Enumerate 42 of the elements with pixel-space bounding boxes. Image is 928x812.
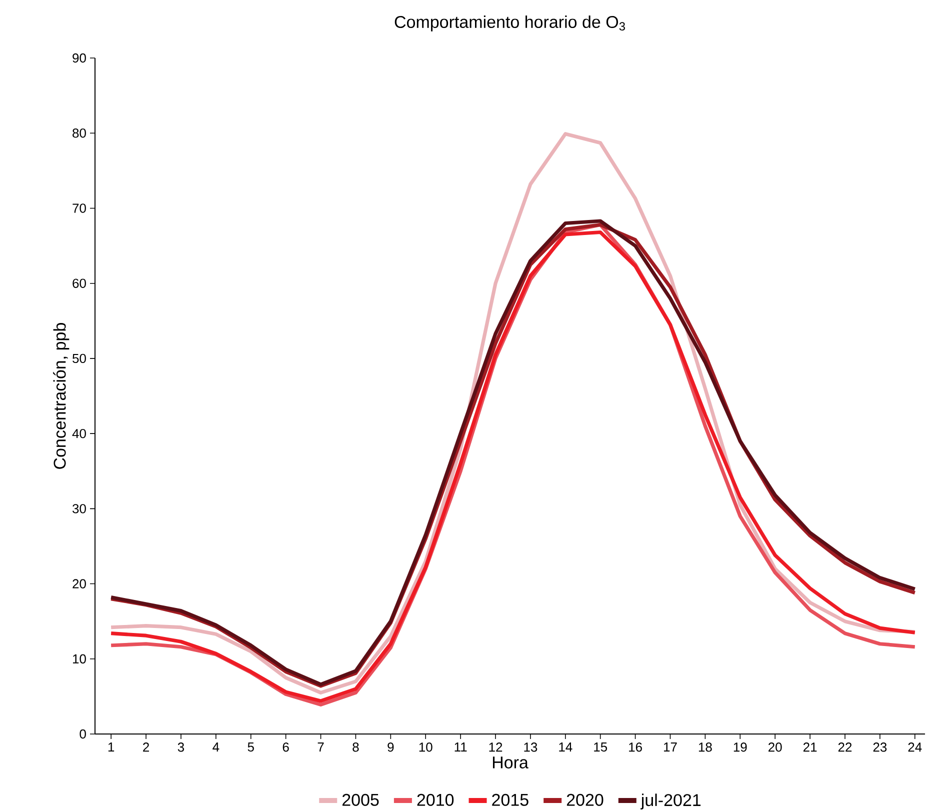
x-tick-label: 22 [838, 742, 852, 752]
y-tick-label: 80 [72, 128, 86, 138]
y-axis-title: Concentración, ppb [53, 323, 70, 469]
x-axis-title: Hora [492, 756, 528, 768]
x-tick-label: 14 [559, 742, 572, 752]
y-tick-label: 40 [72, 428, 86, 438]
x-tick-label: 11 [454, 742, 467, 752]
chart-title: Comportamiento horario de O$_{3}$ [394, 16, 625, 32]
x-tick-label: 19 [734, 742, 747, 752]
x-tick-label: 5 [248, 742, 254, 752]
x-tick-label: 17 [664, 742, 677, 752]
x-tick-label: 6 [282, 742, 289, 752]
y-tick-label: 90 [72, 53, 86, 63]
y-tick-label: 30 [72, 504, 86, 514]
y-tick-label: 70 [72, 204, 86, 213]
legend-label: jul-2021 [640, 794, 701, 810]
x-tick-label: 2 [143, 742, 149, 752]
x-tick-label: 13 [524, 742, 538, 752]
x-tick-label: 16 [629, 742, 642, 752]
x-tick-label: 7 [318, 742, 324, 752]
x-tick-label: 10 [419, 742, 432, 752]
legend-label: 2015 [492, 794, 528, 806]
y-tick-label: 60 [72, 278, 86, 288]
x-tick-label: 9 [388, 742, 394, 752]
x-tick-label: 20 [768, 742, 782, 752]
x-tick-label: 8 [352, 742, 359, 752]
x-tick-label: 4 [212, 742, 220, 752]
legend-label: 2020 [566, 794, 604, 806]
x-tick-label: 21 [803, 742, 817, 752]
x-tick-label: 18 [698, 742, 712, 752]
legend-label: 2010 [417, 794, 454, 806]
legend-label: 2005 [342, 794, 379, 806]
x-tick-label: 15 [594, 742, 608, 752]
y-tick-label: 50 [72, 354, 86, 364]
x-tick-label: 3 [178, 742, 184, 752]
x-tick-label: 24 [908, 742, 922, 752]
x-tick-label: 12 [489, 742, 502, 752]
y-tick-label: 10 [72, 654, 86, 664]
y-tick-label: 20 [72, 579, 86, 588]
x-tick-label: 1 [108, 742, 114, 752]
x-tick-label: 23 [873, 742, 887, 752]
y-tick-label: 0 [80, 729, 86, 739]
